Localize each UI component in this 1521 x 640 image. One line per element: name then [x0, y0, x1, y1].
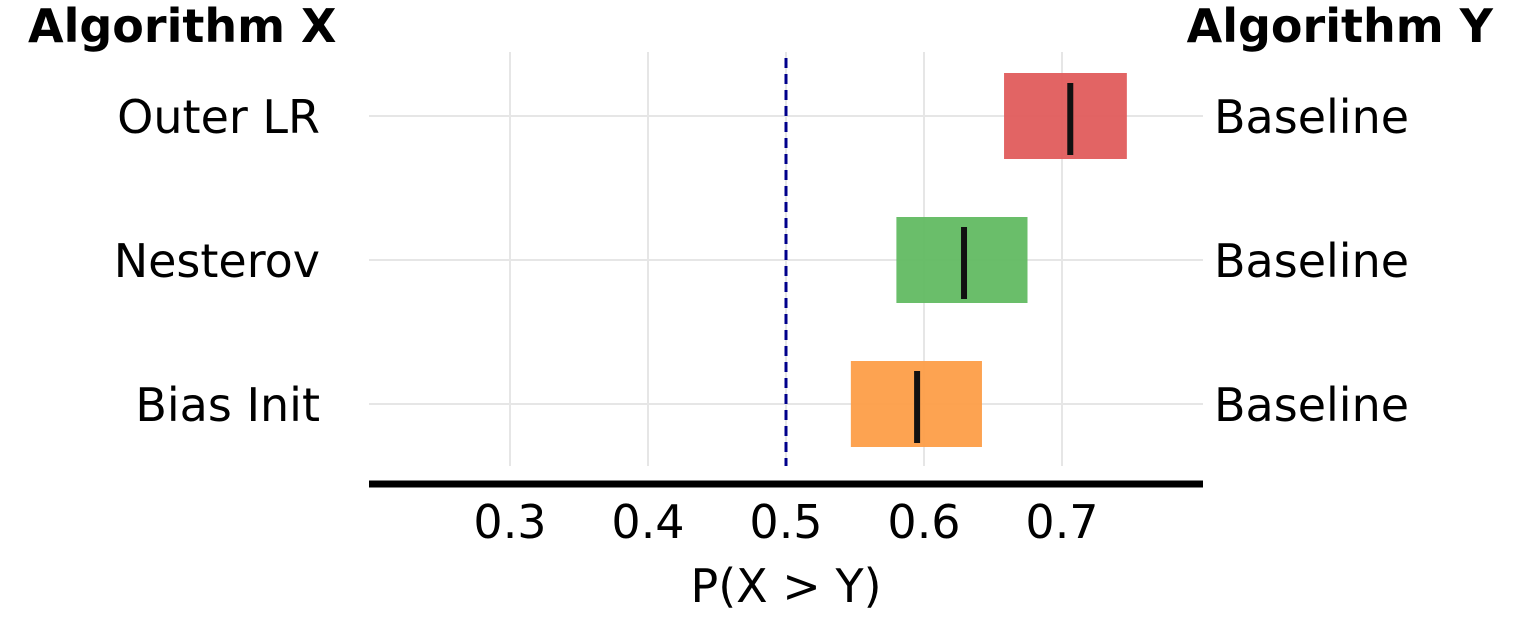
x-tick-labels: 0.3 0.4 0.5 0.6 0.7 [473, 495, 1098, 549]
interval-bar [1004, 73, 1127, 159]
x-tick-label: 0.7 [1025, 495, 1098, 549]
x-tick-label: 0.5 [749, 495, 822, 549]
x-tick-label: 0.4 [611, 495, 684, 549]
x-tick-label: 0.6 [887, 495, 960, 549]
x-tick-label: 0.3 [473, 495, 546, 549]
header-algorithm-y: Algorithm Y [1187, 0, 1494, 53]
row-label-right: Baseline [1214, 234, 1409, 288]
right-row-labels: Baseline Baseline Baseline [1214, 90, 1409, 432]
interval-bars [850, 73, 1127, 447]
header-algorithm-x: Algorithm X [28, 0, 337, 53]
x-axis-label: P(X > Y) [690, 559, 881, 613]
row-label-left: Nesterov [114, 234, 320, 288]
row-label-right: Baseline [1214, 90, 1409, 144]
row-label-left: Bias Init [135, 378, 320, 432]
row-label-right: Baseline [1214, 378, 1409, 432]
left-row-labels: Outer LR Nesterov Bias Init [114, 90, 320, 432]
row-label-left: Outer LR [117, 90, 320, 144]
